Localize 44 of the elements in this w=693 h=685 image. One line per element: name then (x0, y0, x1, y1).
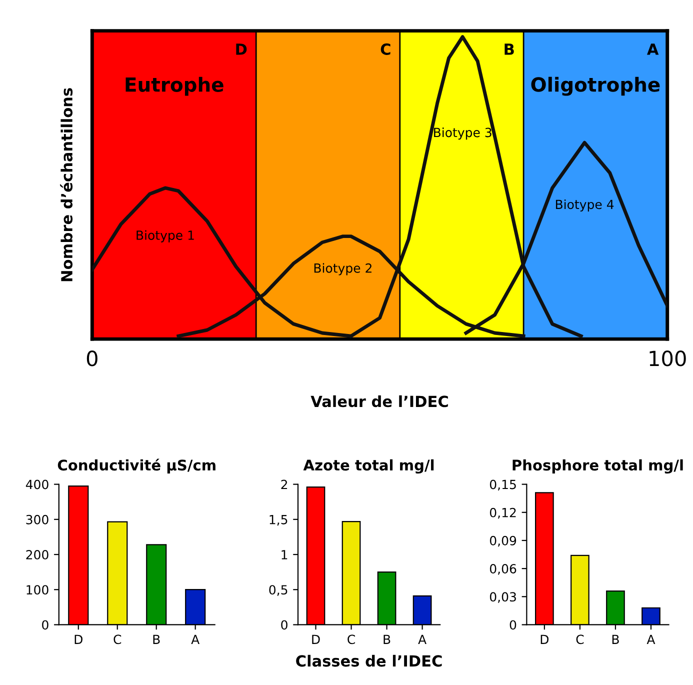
x-tick-label: A (418, 634, 426, 644)
band-label: B (504, 44, 514, 55)
x-tick-label: B (612, 634, 619, 644)
series-label: Biotype 1 (136, 230, 194, 242)
x-tick-label: C (114, 634, 122, 644)
x-tick-label: C (348, 634, 355, 644)
y-tick-label: 0 (42, 620, 48, 630)
y-tick-label: 0,12 (490, 508, 516, 519)
y-tick-label: 0,06 (490, 564, 516, 575)
x-axis-title: Valeur de l’IDEC (310, 395, 448, 408)
y-tick-label: 1,5 (270, 515, 288, 526)
y-tick-label: 1 (282, 550, 288, 560)
y-tick-label: 2 (281, 480, 288, 490)
x-tick-label: D (312, 634, 320, 644)
y-tick-label: 0 (510, 620, 516, 630)
y-tick-label: 0,5 (269, 585, 288, 596)
y-axis-title: Nombre d’échantillons (60, 88, 73, 282)
chart-title: Phosphore total mg/l (512, 459, 683, 474)
band-label: D (236, 44, 247, 55)
series-label: Biotype 2 (314, 263, 372, 276)
annotation: Oligotrophe (531, 76, 660, 96)
x-axis-title: Classes de l’IDEC (296, 654, 442, 667)
chart-title: Conductivité μS/cm (58, 458, 216, 474)
x-tick-label: B (153, 634, 160, 644)
y-tick-label: 0,03 (490, 592, 516, 603)
series-label: Biotype 3 (434, 128, 492, 140)
x-tick-label: B (384, 634, 390, 644)
x-tick-label: A (191, 634, 200, 644)
band-label: A (646, 44, 659, 55)
series-label: Biotype 4 (556, 199, 614, 212)
x-tick-label: D (540, 634, 549, 644)
y-tick-label: 200 (26, 550, 48, 560)
y-tick-label: 0,15 (490, 480, 516, 490)
x-tick-label: C (576, 634, 584, 644)
chart-title: Azote total mg/l (303, 459, 434, 474)
y-tick-label: 300 (26, 514, 48, 524)
y-tick-label: 0 (281, 620, 288, 630)
annotation: Eutrophe (126, 76, 224, 96)
band-label: C (380, 43, 390, 55)
y-tick-label: 400 (26, 480, 48, 490)
x-tick-label: D (74, 634, 82, 644)
y-tick-label: 0,09 (490, 536, 516, 547)
x-tick-label: A (646, 634, 656, 644)
y-tick-label: 100 (26, 585, 48, 595)
